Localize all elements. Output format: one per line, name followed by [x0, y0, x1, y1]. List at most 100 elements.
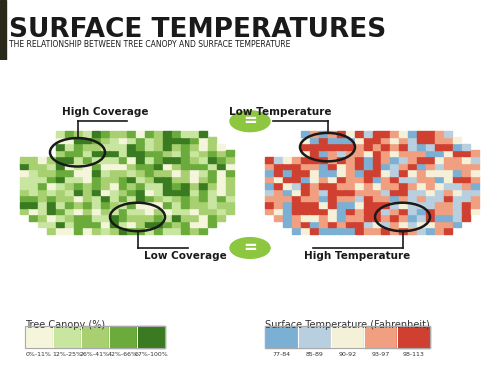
- Bar: [354, 189, 363, 195]
- Bar: [453, 169, 462, 176]
- Bar: [364, 150, 372, 156]
- Bar: [471, 208, 480, 214]
- Bar: [74, 176, 82, 182]
- Bar: [82, 131, 91, 137]
- Bar: [172, 215, 180, 221]
- Bar: [82, 137, 91, 143]
- Bar: [100, 195, 109, 201]
- Bar: [118, 195, 127, 201]
- Bar: [426, 215, 434, 221]
- Bar: [292, 176, 300, 182]
- Bar: [426, 144, 434, 150]
- Bar: [92, 137, 100, 143]
- Bar: [364, 326, 397, 348]
- Bar: [56, 208, 64, 214]
- Bar: [82, 221, 91, 227]
- Bar: [199, 137, 207, 143]
- Bar: [354, 131, 363, 137]
- Bar: [346, 202, 354, 208]
- Bar: [408, 208, 416, 214]
- Bar: [128, 215, 136, 221]
- Bar: [319, 208, 327, 214]
- Bar: [38, 221, 46, 227]
- Bar: [372, 137, 381, 143]
- Bar: [172, 183, 180, 188]
- Bar: [319, 189, 327, 195]
- Bar: [181, 131, 190, 137]
- Text: 93-97: 93-97: [372, 352, 390, 357]
- Bar: [181, 157, 190, 163]
- Bar: [226, 163, 234, 169]
- Bar: [29, 176, 38, 182]
- Text: 0%-11%: 0%-11%: [26, 352, 52, 357]
- Bar: [82, 202, 91, 208]
- Bar: [164, 228, 172, 234]
- Bar: [310, 157, 318, 163]
- Bar: [435, 228, 444, 234]
- Bar: [65, 144, 73, 150]
- Circle shape: [230, 238, 270, 258]
- Bar: [118, 202, 127, 208]
- Bar: [408, 169, 416, 176]
- Bar: [301, 169, 309, 176]
- Text: THE RELATIONSHIP BETWEEN TREE CANOPY AND SURFACE TEMPERATURE: THE RELATIONSHIP BETWEEN TREE CANOPY AND…: [9, 40, 290, 49]
- Bar: [265, 195, 274, 201]
- Bar: [56, 157, 64, 163]
- Bar: [217, 163, 226, 169]
- Bar: [47, 169, 55, 176]
- Bar: [444, 131, 452, 137]
- Bar: [435, 215, 444, 221]
- Bar: [208, 195, 216, 201]
- Bar: [265, 326, 298, 348]
- Text: High Coverage: High Coverage: [62, 107, 148, 117]
- Bar: [199, 228, 207, 234]
- Bar: [146, 189, 154, 195]
- Bar: [364, 221, 372, 227]
- Bar: [154, 137, 162, 143]
- Bar: [453, 221, 462, 227]
- Bar: [25, 326, 165, 348]
- Bar: [390, 183, 398, 188]
- Bar: [81, 326, 109, 348]
- Bar: [146, 215, 154, 221]
- Bar: [265, 202, 274, 208]
- Bar: [136, 215, 145, 221]
- Bar: [274, 195, 282, 201]
- Bar: [110, 144, 118, 150]
- Bar: [336, 208, 345, 214]
- Bar: [74, 183, 82, 188]
- Bar: [435, 150, 444, 156]
- Bar: [181, 189, 190, 195]
- Bar: [190, 150, 198, 156]
- Text: 42%-66%: 42%-66%: [108, 352, 138, 357]
- Bar: [226, 189, 234, 195]
- Bar: [265, 183, 274, 188]
- Bar: [310, 131, 318, 137]
- Bar: [100, 189, 109, 195]
- Bar: [20, 176, 28, 182]
- Bar: [181, 176, 190, 182]
- Bar: [372, 189, 381, 195]
- Bar: [301, 221, 309, 227]
- Bar: [65, 157, 73, 163]
- Bar: [110, 221, 118, 227]
- Bar: [462, 169, 470, 176]
- Bar: [408, 157, 416, 163]
- Bar: [390, 221, 398, 227]
- Bar: [154, 183, 162, 188]
- Bar: [110, 150, 118, 156]
- Bar: [328, 183, 336, 188]
- Bar: [208, 169, 216, 176]
- Bar: [208, 176, 216, 182]
- Bar: [382, 195, 390, 201]
- Bar: [226, 195, 234, 201]
- Bar: [408, 215, 416, 221]
- Bar: [301, 150, 309, 156]
- Bar: [199, 176, 207, 182]
- Bar: [190, 189, 198, 195]
- Bar: [146, 157, 154, 163]
- Bar: [118, 176, 127, 182]
- Bar: [29, 169, 38, 176]
- Bar: [397, 326, 430, 348]
- Bar: [310, 221, 318, 227]
